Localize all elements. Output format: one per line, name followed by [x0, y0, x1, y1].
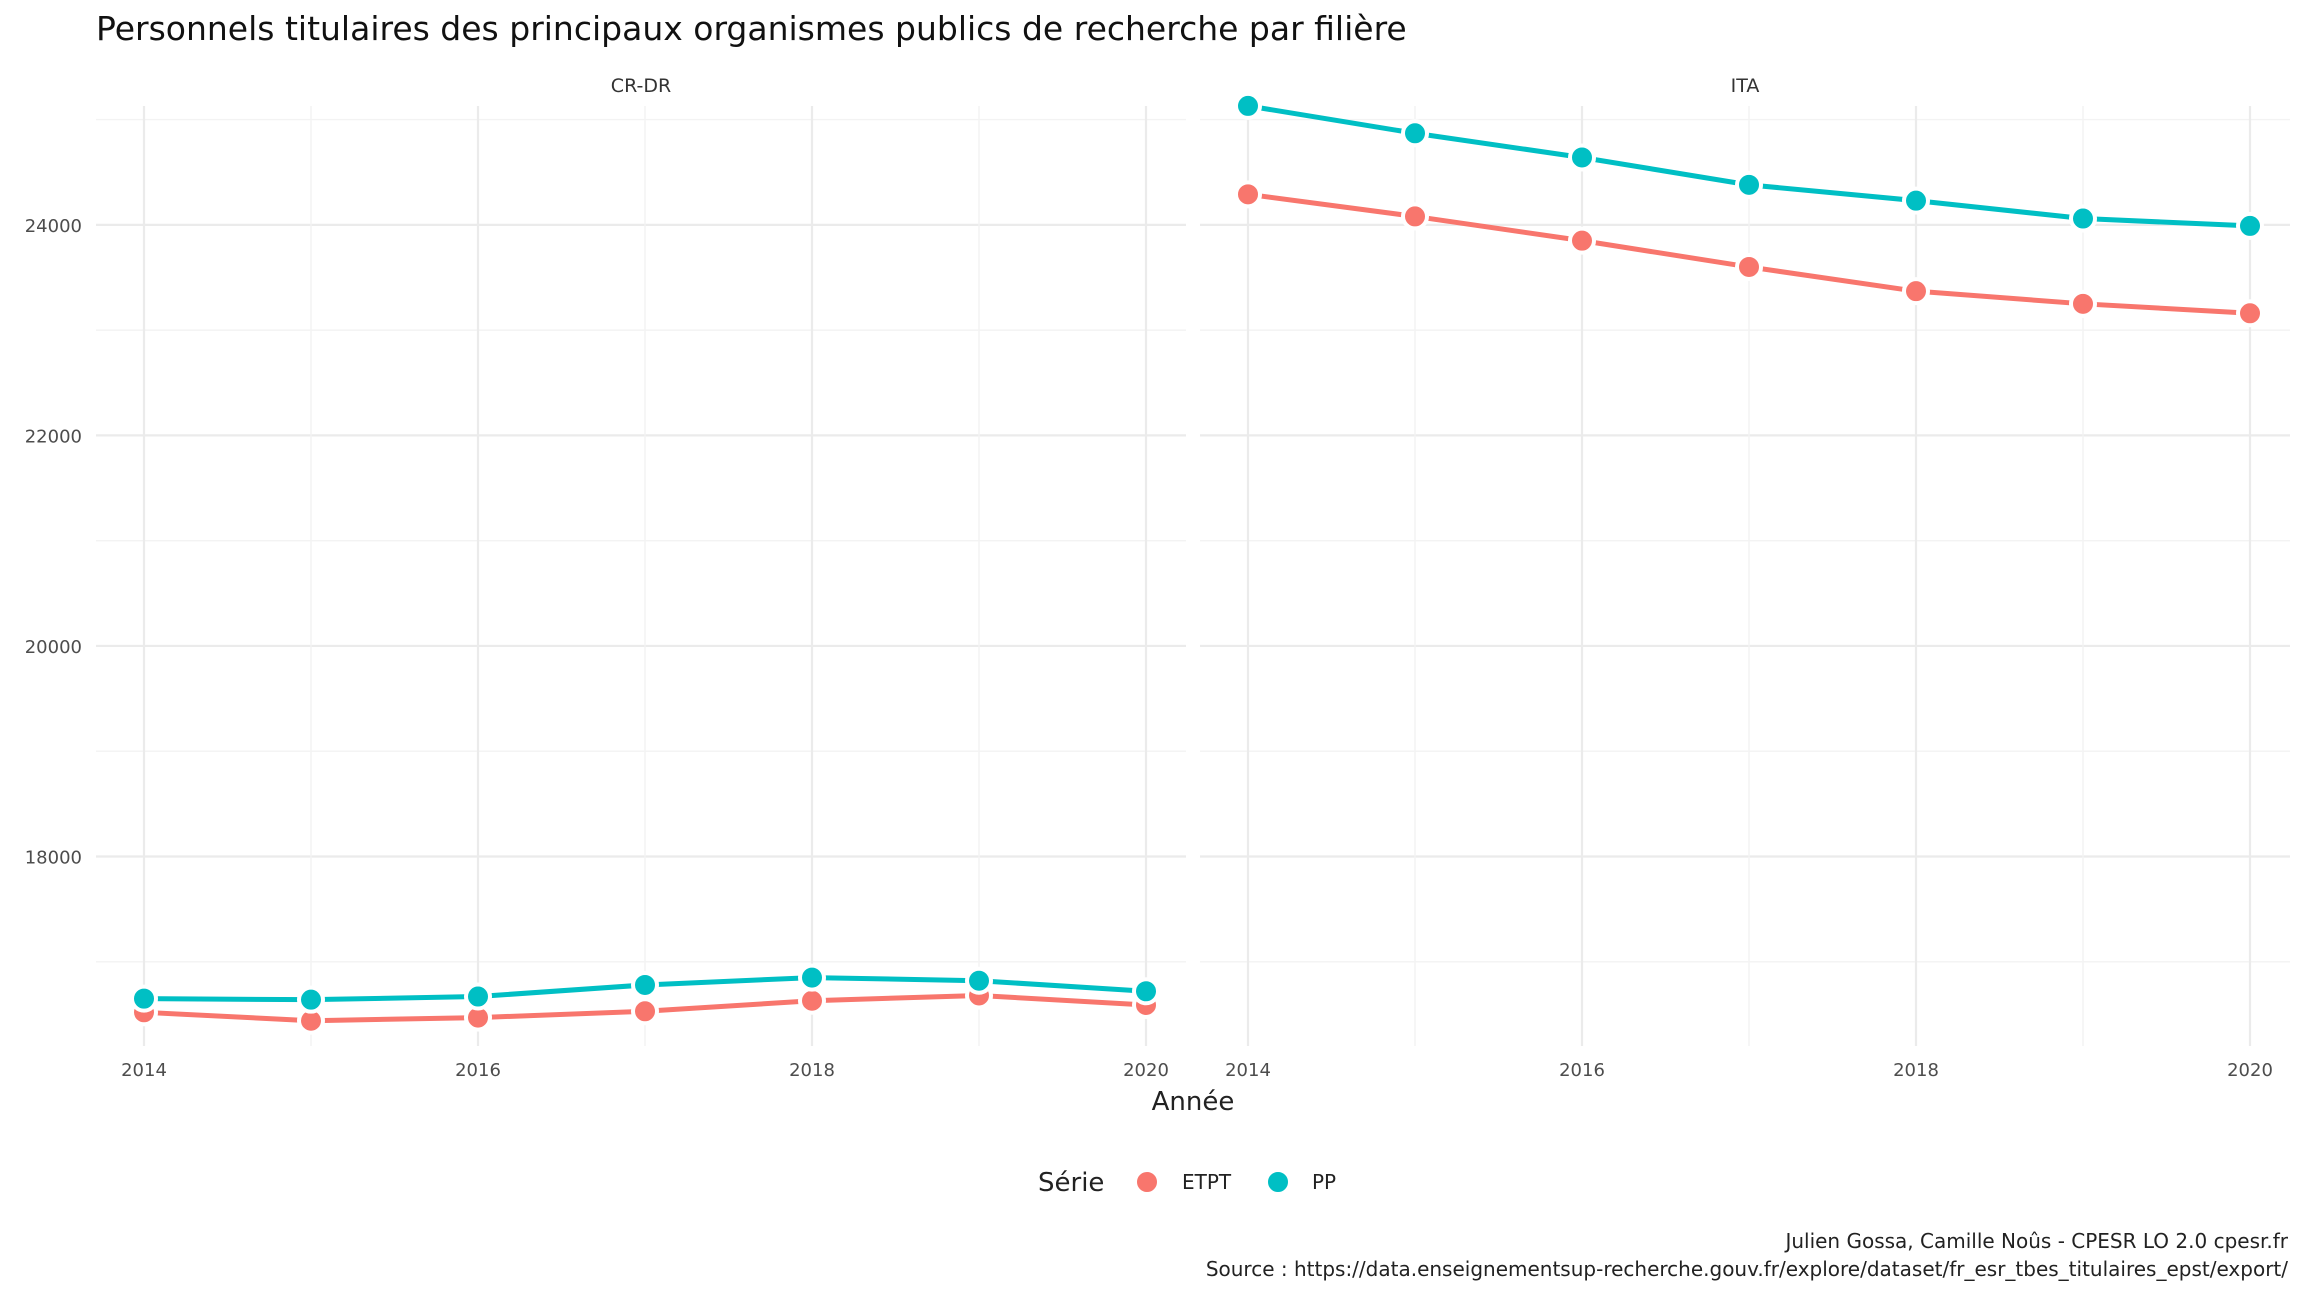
data-point-pp: [1735, 170, 1763, 199]
facet-panel: CR-DR 2014 2016 2018 2020: [96, 75, 1186, 1081]
x-tick-label: 2018: [1893, 1060, 1939, 1081]
data-point-etpt: [1568, 226, 1596, 255]
x-tick-label: 2020: [1123, 1060, 1169, 1081]
legend: Série ETPT PP: [1038, 1168, 1336, 1198]
legend-title: Série: [1038, 1168, 1104, 1198]
y-tick-label: 20000: [25, 637, 82, 658]
x-tick-label: 2020: [2227, 1060, 2273, 1081]
facet-panel: ITA 2014 2016 2018 2020: [1200, 75, 2290, 1081]
facet-panels: CR-DR 2014 2016 2018 2020 ITA 2014 2016 2018 2020…: [25, 75, 2290, 1081]
x-tick-label: 2018: [789, 1060, 835, 1081]
x-tick-label: 2014: [121, 1060, 167, 1081]
chart-title: Personnels titulaires des principaux org…: [96, 9, 1407, 48]
x-tick-label: 2014: [1225, 1060, 1271, 1081]
data-point-pp: [1132, 977, 1160, 1006]
data-point-pp: [798, 963, 826, 992]
legend-label-etpt: ETPT: [1182, 1170, 1232, 1194]
legend-label-pp: PP: [1312, 1170, 1336, 1194]
data-point-pp: [297, 985, 325, 1014]
data-point-pp: [130, 984, 158, 1013]
x-tick-label: 2016: [1559, 1060, 1605, 1081]
caption-source: Source : https://data.enseignementsup-re…: [1206, 1257, 2288, 1281]
y-tick-label: 24000: [25, 216, 82, 237]
data-point-pp: [965, 966, 993, 995]
data-point-pp: [464, 982, 492, 1011]
x-tick-label: 2016: [455, 1060, 501, 1081]
facet-label: ITA: [1731, 75, 1760, 97]
legend-item: ETPT: [1133, 1168, 1232, 1196]
data-point-etpt: [2069, 289, 2097, 318]
x-axis-title: Année: [1152, 1087, 1235, 1117]
data-point-etpt: [2236, 299, 2264, 328]
data-point-pp: [1568, 143, 1596, 172]
data-point-pp: [1234, 91, 1262, 120]
caption-credit: Julien Gossa, Camille Noûs - CPESR LO 2.…: [1783, 1229, 2288, 1253]
data-point-pp: [1902, 186, 1930, 215]
y-tick-label: 22000: [25, 426, 82, 447]
data-point-pp: [2236, 211, 2264, 240]
facet-label: CR-DR: [611, 75, 671, 97]
legend-swatch-etpt: [1133, 1168, 1161, 1196]
data-point-etpt: [798, 986, 826, 1015]
legend-item: PP: [1264, 1168, 1336, 1196]
data-point-pp: [2069, 204, 2097, 233]
data-point-pp: [631, 970, 659, 999]
data-point-pp: [1401, 119, 1429, 148]
data-point-etpt: [1401, 202, 1429, 231]
data-point-etpt: [1902, 277, 1930, 306]
data-point-etpt: [1735, 252, 1763, 281]
data-point-etpt: [631, 997, 659, 1026]
y-tick-label: 18000: [25, 848, 82, 869]
legend-swatch-pp: [1264, 1168, 1292, 1196]
data-point-etpt: [1234, 180, 1262, 209]
